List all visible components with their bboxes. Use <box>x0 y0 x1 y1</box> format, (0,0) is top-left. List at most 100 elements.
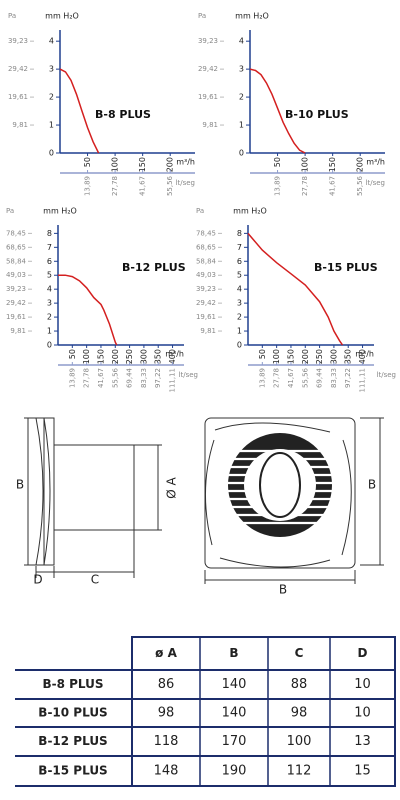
y-tick-label: 2 <box>237 313 242 322</box>
table-cell: 190 <box>222 764 247 779</box>
plate <box>43 417 55 566</box>
y-tick-label: 1 <box>239 121 244 130</box>
x-tick-label: 200 <box>111 349 120 364</box>
x2-tick-label: 41,67 <box>139 176 147 196</box>
x2-tick-label: 27,78 <box>301 176 309 196</box>
x2-tick-label: 55,56 <box>301 367 309 388</box>
y-axis-title: mm H₂O <box>43 207 77 216</box>
y2-tick-label: 39,23 <box>198 37 218 45</box>
y2-tick-label: 78,45 <box>196 229 216 237</box>
y2-tick-label: 68,65 <box>6 243 26 251</box>
x2-tick-label: 111,11 <box>359 368 367 393</box>
y-tick-label: 2 <box>47 313 52 322</box>
y2-tick-label: 49,03 <box>196 271 216 279</box>
x2-tick-label: 27,78 <box>273 368 281 388</box>
y-tick-label: 0 <box>47 341 52 350</box>
y-tick-label: 0 <box>49 149 54 158</box>
x-tick-label: 100 <box>272 349 281 364</box>
y2-axis-title: Pa <box>198 12 206 20</box>
x-axis-title: m³/h <box>355 350 374 359</box>
x2-tick-label: 55,56 <box>166 175 174 196</box>
x-tick-label: 250 <box>315 349 324 364</box>
x2-tick-label: 41,67 <box>287 368 295 388</box>
y2-tick-label: 29,42 <box>198 65 218 73</box>
x-axis-title: m³/h <box>165 350 184 359</box>
y-tick-label: 4 <box>47 285 52 294</box>
y-tick-label: 4 <box>239 37 244 46</box>
hub <box>259 452 301 518</box>
row-label: B-12 PLUS <box>38 734 107 748</box>
table-header: ø A <box>155 646 177 660</box>
x-tick-label: 200 <box>356 157 365 172</box>
x-axis-title: m³/h <box>366 158 385 167</box>
y-tick-label: 2 <box>49 93 54 102</box>
table-cell: 118 <box>154 734 179 749</box>
y-tick-label: 1 <box>49 121 54 130</box>
y-tick-label: 7 <box>237 243 242 252</box>
x2-tick-label: 41,67 <box>97 368 105 388</box>
y-tick-label: 8 <box>237 229 242 238</box>
chart-title: B-12 PLUS <box>122 261 186 274</box>
y-tick-label: 1 <box>237 327 242 336</box>
x2-tick-label: 83,33 <box>140 368 148 388</box>
x2-tick-label: 27,78 <box>83 368 91 388</box>
x2-tick-label: 111,11 <box>169 368 177 393</box>
x2-tick-label: 13,89 <box>68 368 76 388</box>
y-tick-label: 3 <box>49 65 54 74</box>
x2-tick-label: 55,56 <box>111 367 119 388</box>
dim-label: B <box>368 478 376 492</box>
row-label: B-15 PLUS <box>38 764 107 778</box>
x2-tick-label: 13,89 <box>84 176 92 196</box>
y-tick-label: 0 <box>237 341 242 350</box>
dim-label: B <box>279 583 287 597</box>
y-tick-label: 8 <box>47 229 52 238</box>
x-tick-label: 50 <box>68 349 77 359</box>
y2-tick-label: 19,61 <box>6 313 26 321</box>
y2-tick-label: 19,61 <box>196 313 216 321</box>
table-cell: 10 <box>354 677 371 692</box>
y2-tick-label: 19,61 <box>198 93 218 101</box>
x-tick-label: 150 <box>138 157 147 172</box>
x-tick-label: 300 <box>139 349 148 364</box>
x-tick-label: 150 <box>286 349 295 364</box>
x-tick-label: 150 <box>328 157 337 172</box>
x-tick-label: 50 <box>258 349 267 359</box>
table-cell: 170 <box>222 734 247 749</box>
x-tick-label: 200 <box>301 349 310 364</box>
y-tick-label: 7 <box>47 243 52 252</box>
y-tick-label: 4 <box>237 285 242 294</box>
table-header: D <box>358 646 368 660</box>
y-tick-label: 6 <box>47 257 52 266</box>
x-tick-label: 400 <box>358 349 367 364</box>
curve <box>59 68 100 154</box>
curve <box>58 274 118 346</box>
y2-tick-label: 19,61 <box>8 93 28 101</box>
x-tick-label: 300 <box>329 349 338 364</box>
y-tick-label: 3 <box>237 299 242 308</box>
table-cell: 13 <box>354 734 371 749</box>
y-tick-label: 1 <box>47 327 52 336</box>
y-tick-label: 3 <box>47 299 52 308</box>
x2-tick-label: 55,56 <box>356 175 364 196</box>
x-tick-label: 200 <box>166 157 175 172</box>
x-tick-label: 100 <box>82 349 91 364</box>
y-tick-label: 0 <box>239 149 244 158</box>
y2-tick-label: 58,84 <box>196 257 217 265</box>
x2-tick-label: 41,67 <box>329 176 337 196</box>
x-axis-title: m³/h <box>176 158 195 167</box>
y2-tick-label: 39,23 <box>6 285 26 293</box>
y2-axis-title: Pa <box>196 207 204 215</box>
table: ø A B C D B-8 PLUS 86 140 88 10 B-10 PLUS 98 140 98 1… <box>15 636 396 787</box>
table-cell: 10 <box>354 706 371 721</box>
duct <box>53 444 135 531</box>
y2-axis-title: Pa <box>6 207 14 215</box>
y2-axis-title: Pa <box>8 12 16 20</box>
x2-tick-label: 97,22 <box>344 368 352 388</box>
x-tick-label: 50 <box>273 157 282 167</box>
y-tick-label: 5 <box>47 271 52 280</box>
dim-label: Ø A <box>165 476 179 498</box>
front-drawing: B B <box>204 417 384 597</box>
x-tick-label: 50 <box>83 157 92 167</box>
x-tick-label: 350 <box>344 349 353 364</box>
row-label: B-10 PLUS <box>38 706 107 720</box>
